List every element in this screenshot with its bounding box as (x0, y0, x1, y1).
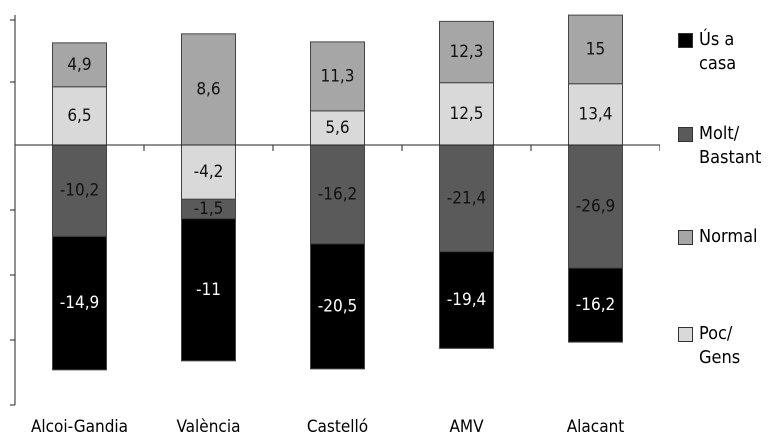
bar-segment (310, 144, 365, 245)
x-tick-label: Alcoi-Gandia (31, 417, 128, 437)
value-label: -16,2 (318, 184, 358, 204)
bar-segment (52, 235, 107, 371)
value-label: 6,5 (67, 106, 91, 126)
legend-item: Ús a casa (678, 28, 771, 76)
bar-segment (181, 218, 236, 362)
x-tick-label: AMV (449, 417, 484, 437)
bar-segment (568, 267, 623, 343)
value-label: -16,2 (576, 295, 616, 315)
x-tick-label: Alacant (567, 417, 625, 437)
legend-swatch (678, 33, 693, 48)
value-label: -21,4 (447, 188, 487, 208)
value-label: -1,5 (194, 199, 224, 219)
value-label: -20,5 (318, 296, 358, 316)
legend-item: Normal (678, 225, 771, 249)
legend-swatch (678, 127, 693, 142)
legend-item: Poc/ Gens (678, 322, 771, 370)
bar-segment (52, 144, 107, 237)
value-label: 4,9 (67, 55, 91, 75)
value-label: -14,9 (60, 293, 100, 313)
value-label: -11 (196, 280, 221, 300)
value-label: -19,4 (447, 290, 487, 310)
legend-label: Molt/ Bastant (699, 123, 762, 168)
bar-segment (52, 42, 107, 88)
value-label: 5,6 (325, 118, 349, 138)
legend-swatch (678, 327, 693, 342)
bar-segment (310, 41, 365, 112)
value-label: -26,9 (576, 197, 616, 217)
axes (10, 15, 16, 406)
bar-segment (439, 144, 494, 253)
value-label: 12,5 (449, 104, 483, 124)
bar-segment (181, 33, 236, 146)
value-label: 11,3 (320, 66, 354, 86)
chart: 6,5 4,9 -10,2 -14,9 Alcoi-Gandia -4,2 8,6 -1,5 -… (10, 14, 660, 437)
value-label: 13,4 (578, 104, 612, 124)
legend-item: Molt/ Bastant (678, 122, 771, 170)
bar-segment (439, 251, 494, 349)
legend-label: Poc/ Gens (699, 323, 741, 368)
legend-label: Normal (699, 226, 758, 247)
legend-swatch (678, 230, 693, 245)
bar-segment (310, 110, 365, 146)
x-tick-label: Castelló (307, 417, 368, 437)
value-label: 15 (586, 39, 605, 59)
bar-segment (568, 14, 623, 85)
value-label: 8,6 (196, 79, 220, 99)
value-label: -10,2 (60, 181, 100, 201)
x-tick-label: València (177, 417, 241, 437)
bar-segment (181, 144, 236, 200)
bar-segment (568, 83, 623, 146)
bar-segment (439, 20, 494, 84)
value-label: 12,3 (449, 42, 483, 62)
bar-segment (310, 243, 365, 370)
legend-label: Ús a casa (699, 29, 737, 74)
value-label: -4,2 (194, 162, 224, 182)
